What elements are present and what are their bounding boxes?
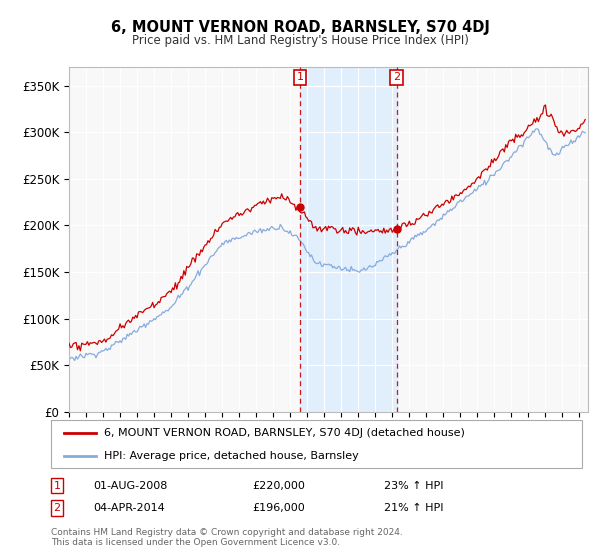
Text: 2: 2 xyxy=(53,503,61,513)
Text: 2: 2 xyxy=(393,72,400,82)
Text: HPI: Average price, detached house, Barnsley: HPI: Average price, detached house, Barn… xyxy=(104,451,359,461)
Text: 04-APR-2014: 04-APR-2014 xyxy=(93,503,165,513)
Text: £196,000: £196,000 xyxy=(252,503,305,513)
Text: £220,000: £220,000 xyxy=(252,480,305,491)
Text: 23% ↑ HPI: 23% ↑ HPI xyxy=(384,480,443,491)
FancyBboxPatch shape xyxy=(51,420,582,468)
Text: 6, MOUNT VERNON ROAD, BARNSLEY, S70 4DJ: 6, MOUNT VERNON ROAD, BARNSLEY, S70 4DJ xyxy=(110,20,490,35)
Text: 21% ↑ HPI: 21% ↑ HPI xyxy=(384,503,443,513)
Text: 6, MOUNT VERNON ROAD, BARNSLEY, S70 4DJ (detached house): 6, MOUNT VERNON ROAD, BARNSLEY, S70 4DJ … xyxy=(104,428,465,438)
Text: Price paid vs. HM Land Registry's House Price Index (HPI): Price paid vs. HM Land Registry's House … xyxy=(131,34,469,46)
Bar xyxy=(300,67,397,412)
Text: 01-AUG-2008: 01-AUG-2008 xyxy=(93,480,167,491)
Text: 1: 1 xyxy=(53,480,61,491)
Text: Contains HM Land Registry data © Crown copyright and database right 2024.
This d: Contains HM Land Registry data © Crown c… xyxy=(51,528,403,547)
Text: 1: 1 xyxy=(296,72,304,82)
